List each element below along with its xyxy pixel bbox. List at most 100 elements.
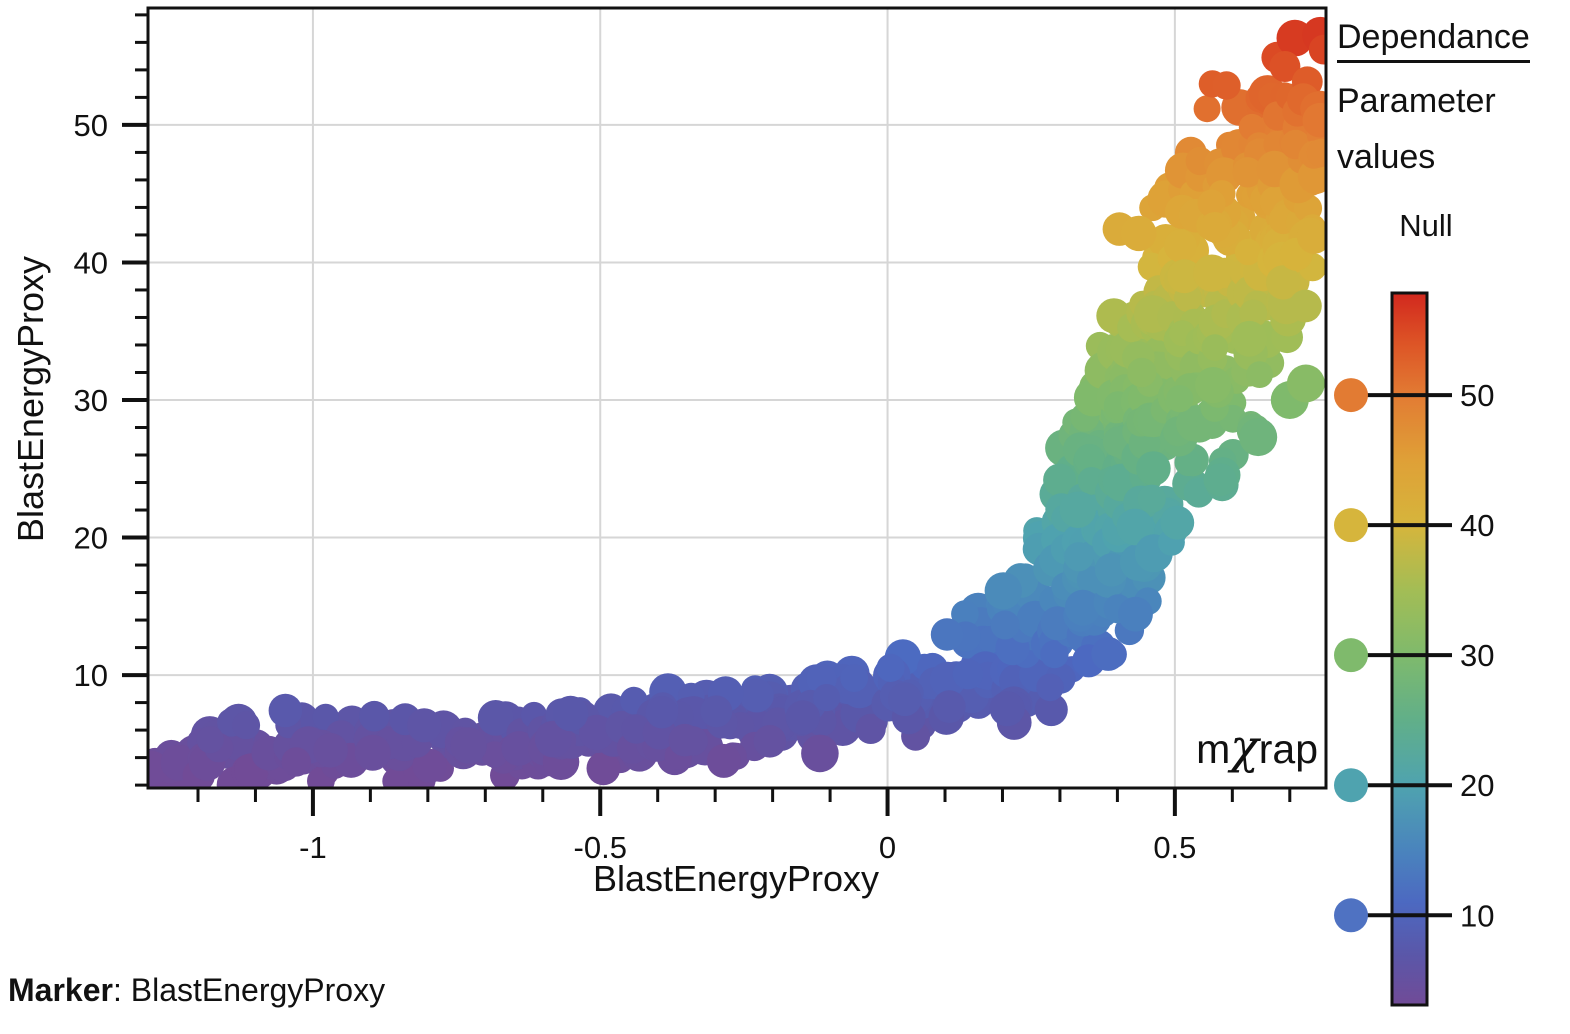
scatter-point[interactable]: [1239, 299, 1268, 328]
scatter-point[interactable]: [1166, 385, 1194, 413]
scatter-point[interactable]: [196, 726, 224, 754]
scatter-point[interactable]: [481, 741, 508, 768]
scatter-point[interactable]: [951, 600, 979, 628]
scatter-point[interactable]: [706, 743, 741, 778]
legend-dot-20: [1334, 768, 1368, 803]
scatter-point[interactable]: [1195, 367, 1232, 404]
scatter-point[interactable]: [1137, 484, 1166, 513]
scatter-point[interactable]: [1164, 229, 1197, 263]
scatter-point[interactable]: [281, 747, 311, 777]
scatter-point[interactable]: [1231, 320, 1268, 357]
scatter-point[interactable]: [1203, 463, 1237, 497]
scatter-point[interactable]: [313, 733, 348, 768]
scatter-point[interactable]: [1306, 138, 1335, 168]
scatter-point[interactable]: [1118, 596, 1153, 632]
scatter-point[interactable]: [930, 618, 964, 651]
mxrap-logo: mχrap: [1150, 724, 1318, 773]
mxrap-logo-m: m: [1196, 726, 1231, 772]
colorbar-tick-label: 20: [1460, 768, 1494, 803]
scatter-point[interactable]: [700, 695, 733, 728]
scatter-point[interactable]: [1308, 34, 1339, 65]
y-tick-label: 50: [74, 108, 108, 143]
scatter-point[interactable]: [1289, 289, 1322, 323]
scatter-point[interactable]: [668, 723, 702, 757]
scatter-point[interactable]: [1036, 673, 1064, 702]
scatter-point[interactable]: [268, 693, 303, 728]
scatter-point[interactable]: [1199, 212, 1231, 243]
scatter-point[interactable]: [1064, 589, 1101, 626]
scatter-point[interactable]: [1040, 640, 1069, 669]
scatter-point[interactable]: [359, 700, 390, 732]
scatter-point[interactable]: [1091, 636, 1126, 671]
colorbar-tick-label: 50: [1460, 378, 1494, 413]
legend-dot-30: [1334, 638, 1368, 673]
scatter-point[interactable]: [382, 767, 409, 794]
scatter-point[interactable]: [813, 684, 841, 712]
scatter-point[interactable]: [1167, 259, 1202, 294]
scatter-point[interactable]: [1193, 95, 1221, 123]
scatter-point[interactable]: [1269, 51, 1301, 82]
scatter-point[interactable]: [450, 727, 488, 764]
y-tick-label: 40: [74, 245, 108, 280]
scatter-point[interactable]: [1064, 542, 1094, 572]
mxrap-logo-rap: rap: [1258, 726, 1318, 772]
scatter-point[interactable]: [1127, 357, 1157, 388]
scatter-point[interactable]: [990, 610, 1020, 640]
colorbar-tick-label: 10: [1460, 898, 1494, 933]
scatter-point[interactable]: [534, 720, 572, 758]
scatter-point[interactable]: [1232, 157, 1263, 188]
scatter-point[interactable]: [952, 658, 984, 690]
marker-caption-label: Marker: [8, 972, 113, 1008]
scatter-point[interactable]: [984, 572, 1022, 610]
scatter-point[interactable]: [1160, 505, 1195, 540]
scatter-point[interactable]: [753, 725, 787, 758]
scatter-point[interactable]: [1116, 508, 1154, 546]
scatter-point[interactable]: [501, 731, 537, 766]
scatter-point[interactable]: [1197, 189, 1226, 218]
scatter-point[interactable]: [1266, 265, 1301, 300]
scatter-point[interactable]: [1302, 102, 1338, 138]
scatter-point[interactable]: [1043, 463, 1077, 497]
colorbar-border: [1390, 291, 1429, 1007]
scatter-point[interactable]: [1034, 693, 1068, 727]
y-axis-title: BlastEnergyProxy: [10, 255, 51, 543]
scatter-point[interactable]: [1212, 71, 1241, 100]
scatter-point[interactable]: [477, 700, 514, 736]
scatter-point[interactable]: [1121, 215, 1157, 252]
scatter-point[interactable]: [989, 691, 1025, 727]
mxrap-logo-chi-icon: χ: [1230, 720, 1259, 775]
scatter-point[interactable]: [932, 690, 966, 723]
scatter-point[interactable]: [552, 695, 589, 732]
x-tick-label: 0.5: [1153, 830, 1196, 865]
scatter-point[interactable]: [1059, 491, 1096, 528]
scatter-point[interactable]: [785, 700, 820, 735]
scatter-point[interactable]: [1246, 361, 1273, 388]
y-tick-label: 30: [74, 383, 108, 418]
scatter-point[interactable]: [1239, 418, 1278, 457]
scatter-point[interactable]: [1297, 219, 1331, 254]
scatter-point[interactable]: [579, 714, 615, 751]
scatter-point[interactable]: [407, 708, 442, 743]
scatter-point[interactable]: [840, 664, 868, 692]
legend-title: Dependance: [1337, 18, 1530, 63]
scatter-point[interactable]: [1234, 238, 1262, 266]
scatter-point[interactable]: [876, 653, 905, 683]
scatter-point[interactable]: [1136, 451, 1171, 486]
scatter-point[interactable]: [412, 748, 447, 783]
scatter-point[interactable]: [1074, 443, 1105, 475]
scatter-point[interactable]: [855, 713, 886, 745]
legend-dot-10: [1334, 898, 1368, 933]
scatter-point[interactable]: [232, 711, 261, 740]
scatter-point[interactable]: [354, 734, 391, 771]
scatter-point[interactable]: [887, 682, 922, 717]
colorbar-tick-label: 30: [1460, 638, 1494, 673]
scatter-point[interactable]: [801, 734, 839, 773]
scatter-point[interactable]: [1201, 334, 1229, 361]
scatter-point[interactable]: [739, 678, 774, 713]
legend-subtitle-line1: Parameter: [1337, 82, 1496, 120]
scatter-point[interactable]: [586, 751, 621, 786]
scatter-point[interactable]: [1286, 364, 1325, 403]
scatter-point[interactable]: [645, 695, 679, 729]
